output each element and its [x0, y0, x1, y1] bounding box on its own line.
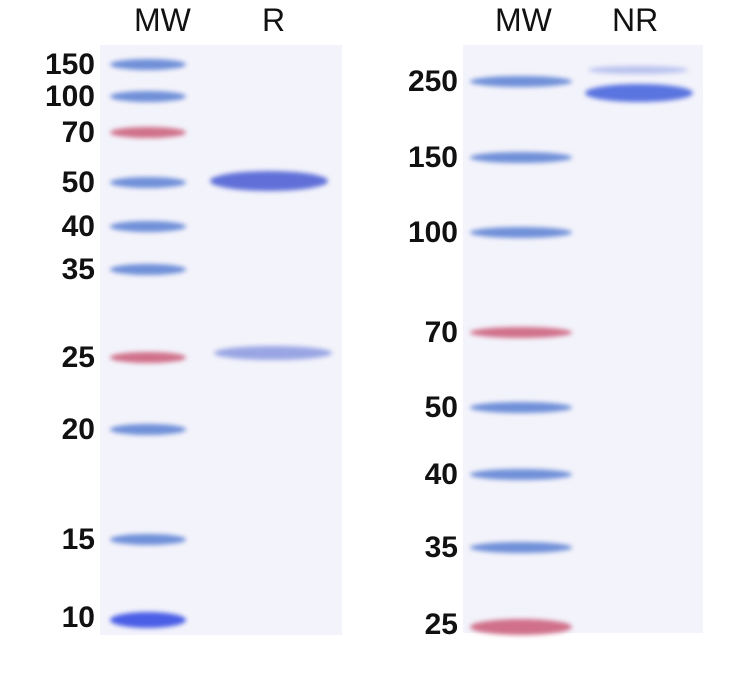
- right-ladder-band: [470, 152, 572, 163]
- band-nr-faint: [588, 66, 688, 74]
- lane-label-mw-left: MW: [134, 2, 191, 38]
- right-ladder-band: [470, 227, 572, 238]
- left-ladder-band: [110, 177, 186, 188]
- lane-label-mw-right: MW: [495, 2, 552, 38]
- left-ladder-band: [110, 424, 186, 435]
- right-marker-label: 25: [424, 608, 458, 641]
- right-marker-label: 35: [424, 531, 458, 564]
- left-ladder-band: [110, 352, 186, 363]
- left-ladder-band: [110, 534, 186, 545]
- right-ladder-band: [470, 327, 572, 338]
- right-ladder-band: [470, 76, 572, 87]
- band-r-50kda: [210, 171, 328, 191]
- left-marker-label: 100: [44, 80, 95, 113]
- left-ladder-band: [110, 264, 186, 275]
- band-r-25kda: [214, 346, 332, 360]
- right-marker-label: 50: [424, 391, 458, 424]
- right-gel-panel: [463, 45, 703, 633]
- left-ladder-band: [110, 612, 186, 628]
- right-ladder-band: [470, 542, 572, 553]
- left-marker-label: 40: [61, 210, 95, 243]
- right-marker-label: 150: [407, 141, 458, 174]
- left-ladder-band: [110, 221, 186, 232]
- band-nr-main: [585, 84, 693, 102]
- left-marker-label: 35: [61, 253, 95, 286]
- lane-label-r: R: [262, 2, 286, 38]
- left-marker-label: 25: [61, 341, 95, 374]
- left-marker-label: 10: [61, 601, 95, 634]
- right-marker-label: 70: [424, 316, 458, 349]
- right-ladder-band: [470, 619, 572, 635]
- lane-label-nr: NR: [612, 2, 659, 38]
- right-ladder-band: [470, 469, 572, 480]
- right-ladder-band: [470, 402, 572, 413]
- right-marker-label: 100: [407, 216, 458, 249]
- left-marker-label: 20: [61, 413, 95, 446]
- left-ladder-band: [110, 127, 186, 138]
- left-ladder-band: [110, 91, 186, 102]
- left-marker-label: 15: [61, 523, 95, 556]
- right-marker-label: 40: [424, 458, 458, 491]
- left-ladder-band: [110, 59, 186, 70]
- left-marker-label: 50: [61, 166, 95, 199]
- right-marker-label: 250: [407, 65, 458, 98]
- left-marker-label: 70: [61, 116, 95, 149]
- left-marker-label: 150: [44, 48, 95, 81]
